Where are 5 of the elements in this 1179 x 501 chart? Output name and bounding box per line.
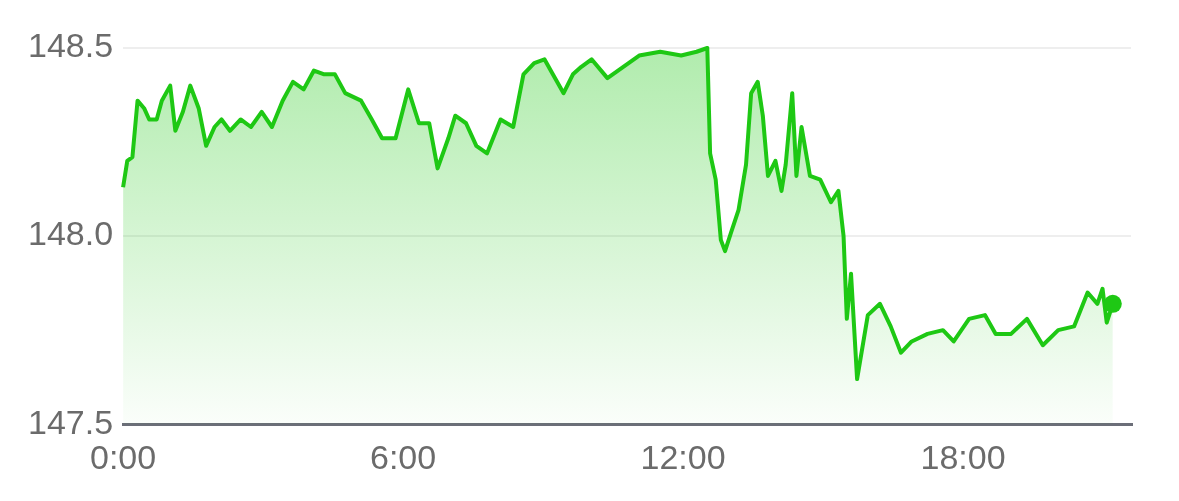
y-tick-label: 148.5 [27, 26, 114, 65]
x-tick-label: 6:00 [369, 437, 437, 476]
x-tick-label: 12:00 [640, 437, 726, 476]
y-tick-label: 148.0 [27, 214, 114, 253]
x-tick-label: 18:00 [920, 437, 1006, 476]
